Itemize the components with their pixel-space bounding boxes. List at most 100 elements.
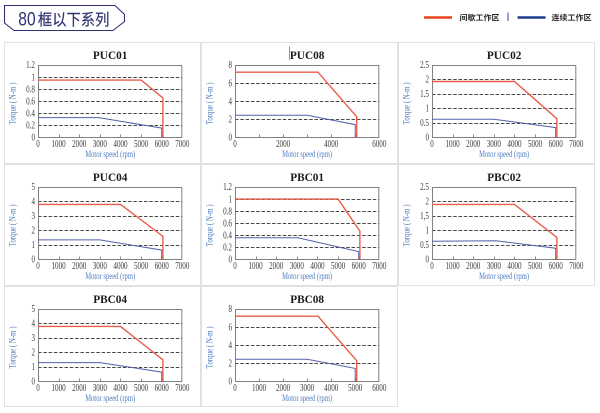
svg-text:0.5: 0.5 [420, 118, 429, 129]
svg-text:2: 2 [426, 75, 430, 86]
svg-text:2000: 2000 [466, 261, 480, 272]
svg-text:0.4: 0.4 [26, 109, 35, 120]
svg-text:2000: 2000 [466, 139, 480, 150]
svg-text:4000: 4000 [324, 139, 338, 150]
svg-text:6000: 6000 [155, 139, 169, 150]
svg-text:5000: 5000 [134, 261, 148, 272]
svg-text:2: 2 [229, 359, 233, 370]
svg-text:1000: 1000 [446, 139, 460, 150]
svg-text:1: 1 [426, 226, 430, 237]
svg-text:PBC01: PBC01 [290, 172, 324, 184]
svg-text:1: 1 [32, 72, 36, 83]
svg-text:0.2: 0.2 [223, 243, 232, 254]
svg-text:6000: 6000 [549, 139, 563, 150]
svg-text:7000: 7000 [569, 139, 583, 150]
svg-text:6000: 6000 [549, 261, 563, 272]
svg-text:6000: 6000 [352, 261, 366, 272]
svg-text:0: 0 [36, 139, 40, 150]
svg-text:1000: 1000 [252, 383, 266, 394]
svg-text:2000: 2000 [276, 383, 290, 394]
svg-text:3000: 3000 [93, 261, 107, 272]
svg-text:Motor speed (rpm): Motor speed (rpm) [479, 271, 529, 282]
svg-text:0.6: 0.6 [223, 218, 232, 229]
svg-text:5000: 5000 [134, 383, 148, 394]
svg-text:1: 1 [229, 194, 233, 205]
svg-text:0.8: 0.8 [26, 84, 35, 95]
svg-text:3000: 3000 [93, 139, 107, 150]
svg-text:5: 5 [32, 304, 36, 315]
svg-text:7000: 7000 [175, 139, 189, 150]
svg-text:PBC02: PBC02 [487, 172, 521, 184]
svg-text:Motor speed (rpm): Motor speed (rpm) [85, 393, 135, 404]
svg-text:1000: 1000 [52, 139, 66, 150]
svg-text:3000: 3000 [487, 139, 501, 150]
svg-text:0: 0 [426, 133, 430, 144]
svg-text:0: 0 [32, 255, 36, 266]
svg-text:7000: 7000 [372, 261, 386, 272]
svg-text:0: 0 [430, 261, 434, 272]
svg-text:Motor speed (rpm): Motor speed (rpm) [282, 149, 332, 160]
svg-text:2000: 2000 [72, 261, 86, 272]
svg-text:4: 4 [229, 97, 233, 108]
svg-text:0.2: 0.2 [26, 121, 35, 132]
svg-text:0: 0 [32, 133, 36, 144]
svg-text:6000: 6000 [155, 383, 169, 394]
svg-text:4000: 4000 [113, 261, 127, 272]
svg-text:Torque ( N-m ): Torque ( N-m ) [8, 83, 19, 125]
svg-text:2000: 2000 [72, 139, 86, 150]
svg-text:3000: 3000 [290, 261, 304, 272]
svg-text:3000: 3000 [300, 383, 314, 394]
svg-text:7000: 7000 [175, 261, 189, 272]
svg-text:2.5: 2.5 [420, 182, 429, 193]
svg-text:6: 6 [229, 78, 233, 89]
svg-text:1.2: 1.2 [26, 60, 35, 71]
svg-text:1000: 1000 [446, 261, 460, 272]
svg-text:0: 0 [36, 261, 40, 272]
svg-text:0: 0 [229, 133, 233, 144]
svg-text:Torque ( N-m ): Torque ( N-m ) [205, 83, 216, 125]
svg-text:Motor speed (rpm): Motor speed (rpm) [282, 271, 332, 282]
svg-text:3: 3 [32, 333, 36, 344]
svg-text:PUC04: PUC04 [93, 172, 128, 184]
svg-text:Motor speed (rpm): Motor speed (rpm) [85, 149, 135, 160]
svg-text:0: 0 [233, 261, 237, 272]
svg-text:Torque ( N-m ): Torque ( N-m ) [205, 204, 216, 246]
svg-text:PUC08: PUC08 [290, 50, 325, 62]
svg-text:5000: 5000 [528, 139, 542, 150]
svg-text:4000: 4000 [113, 139, 127, 150]
svg-text:Torque ( N-m ): Torque ( N-m ) [402, 204, 413, 246]
svg-text:3000: 3000 [487, 261, 501, 272]
svg-text:8: 8 [229, 60, 233, 71]
svg-text:0: 0 [229, 377, 233, 388]
svg-text:6: 6 [229, 322, 233, 333]
svg-text:5000: 5000 [528, 261, 542, 272]
svg-text:2000: 2000 [276, 139, 290, 150]
svg-text:7000: 7000 [175, 383, 189, 394]
svg-text:Motor speed (rpm): Motor speed (rpm) [282, 393, 332, 404]
svg-text:1000: 1000 [52, 261, 66, 272]
svg-text:0: 0 [36, 383, 40, 394]
svg-text:2.5: 2.5 [420, 60, 429, 71]
svg-text:2: 2 [426, 197, 430, 208]
svg-text:4000: 4000 [507, 261, 521, 272]
svg-text:1.5: 1.5 [420, 89, 429, 100]
svg-text:6000: 6000 [155, 261, 169, 272]
svg-text:1: 1 [32, 240, 36, 251]
svg-text:PUC01: PUC01 [93, 50, 128, 62]
svg-text:2: 2 [229, 115, 233, 126]
svg-text:2000: 2000 [72, 383, 86, 394]
svg-text:1.2: 1.2 [223, 182, 232, 193]
svg-text:Torque ( N-m ): Torque ( N-m ) [8, 204, 19, 246]
svg-text:4000: 4000 [507, 139, 521, 150]
svg-text:3000: 3000 [93, 383, 107, 394]
svg-text:0: 0 [426, 255, 430, 266]
svg-text:0: 0 [32, 377, 36, 388]
svg-text:0.6: 0.6 [26, 97, 35, 108]
svg-text:0: 0 [233, 383, 237, 394]
svg-text:Torque ( N-m ): Torque ( N-m ) [205, 326, 216, 368]
svg-text:4: 4 [32, 319, 36, 330]
svg-text:0.8: 0.8 [223, 206, 232, 217]
svg-text:Torque ( N-m ): Torque ( N-m ) [8, 326, 19, 368]
svg-text:6000: 6000 [372, 383, 386, 394]
svg-text:2: 2 [32, 348, 36, 359]
